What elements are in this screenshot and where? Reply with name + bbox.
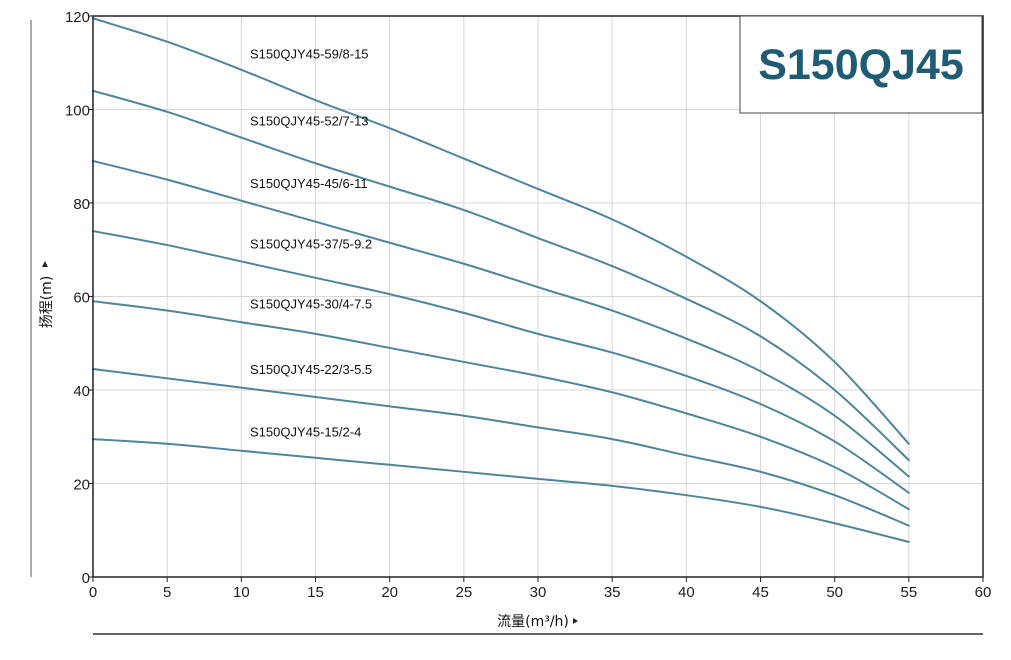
y-tick-label: 120 xyxy=(65,9,90,26)
y-tick-label: 0 xyxy=(82,570,90,587)
y-tick-label: 20 xyxy=(73,477,90,494)
x-tick-label: 20 xyxy=(381,584,398,601)
series-label: S150QJY45-59/8-15 xyxy=(250,46,369,61)
series-line xyxy=(92,159,910,478)
plot-area-border xyxy=(92,15,984,578)
y-tick-labels: 0 20 40 60 80 100 120 xyxy=(65,9,90,587)
x-tick-label: 10 xyxy=(233,584,250,601)
title-box: S150QJ45 xyxy=(739,15,983,114)
series-labels: S150QJY45-59/8-15 S150QJY45-52/7-13 S150QJ… xyxy=(250,46,372,439)
chart-title: S150QJ45 xyxy=(758,41,964,89)
x-tick-label: 55 xyxy=(900,584,917,601)
series-line xyxy=(92,17,910,445)
y-axis-title: 扬程(m) xyxy=(39,276,55,329)
y-tick-label: 60 xyxy=(73,290,90,307)
series-label: S150QJY45-37/5-9.2 xyxy=(250,236,372,251)
series-label: S150QJY45-52/7-13 xyxy=(250,114,369,129)
series-label: S150QJY45-30/4-7.5 xyxy=(250,297,372,312)
x-tick-label: 40 xyxy=(678,584,695,601)
series-line xyxy=(92,438,910,543)
grid xyxy=(88,15,984,582)
plot-frame xyxy=(92,15,984,578)
title-box-border xyxy=(739,15,983,114)
series-line xyxy=(92,89,910,462)
y-tick-label: 100 xyxy=(65,103,90,120)
axis-titles: 流量(m³/h) 扬程(m) xyxy=(39,261,578,630)
x-tick-labels: 0 5 10 15 20 25 30 35 40 45 50 55 60 xyxy=(89,584,992,601)
x-tick-label: 35 xyxy=(604,584,621,601)
series-line xyxy=(92,230,910,494)
series-label: S150QJY45-45/6-11 xyxy=(250,176,368,191)
x-tick-label: 25 xyxy=(455,584,472,601)
series-line xyxy=(92,300,910,511)
series-label: S150QJY45-22/3-5.5 xyxy=(250,362,372,377)
y-tick-label: 40 xyxy=(73,383,90,400)
x-tick-label: 60 xyxy=(975,584,992,601)
series-lines xyxy=(92,17,910,543)
y-axis-title-arrow xyxy=(42,261,48,267)
x-tick-label: 50 xyxy=(826,584,843,601)
x-axis-title-arrow xyxy=(573,618,578,624)
x-tick-label: 45 xyxy=(752,584,769,601)
x-axis-title: 流量(m³/h) xyxy=(497,614,569,630)
y-tick-label: 80 xyxy=(73,196,90,213)
x-tick-label: 15 xyxy=(307,584,324,601)
series-label: S150QJY45-15/2-4 xyxy=(250,425,361,440)
series-line xyxy=(92,367,910,527)
x-tick-label: 30 xyxy=(530,584,547,601)
x-tick-label: 5 xyxy=(163,584,171,601)
x-tick-label: 0 xyxy=(89,584,97,601)
